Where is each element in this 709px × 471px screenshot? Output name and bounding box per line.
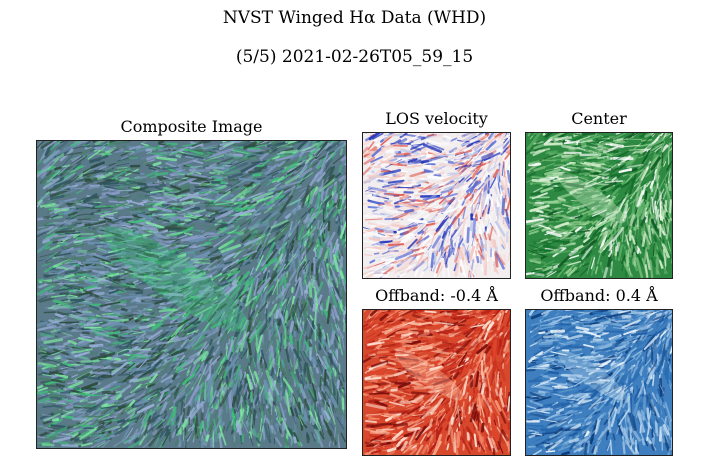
offband-neg-image: [362, 309, 511, 456]
offband-pos-image: [525, 309, 673, 456]
figure-subtitle: (5/5) 2021-02-26T05_59_15: [235, 47, 474, 67]
composite-image: [36, 140, 347, 449]
offband-pos-label: Offband: 0.4 Å: [540, 286, 658, 305]
composite-label: Composite Image: [120, 117, 263, 136]
los-velocity-texture: [363, 133, 510, 278]
center-texture: [526, 133, 672, 278]
figure-title: NVST Winged Hα Data (WHD): [222, 8, 487, 28]
composite-texture: [37, 141, 346, 448]
offband-pos-texture: [526, 310, 672, 455]
center-label: Center: [571, 109, 627, 128]
offband-neg-label: Offband: -0.4 Å: [375, 286, 498, 305]
los-velocity-image: [362, 132, 511, 279]
offband-neg-texture: [363, 310, 510, 455]
los-velocity-label: LOS velocity: [385, 109, 488, 128]
center-image: [525, 132, 673, 279]
